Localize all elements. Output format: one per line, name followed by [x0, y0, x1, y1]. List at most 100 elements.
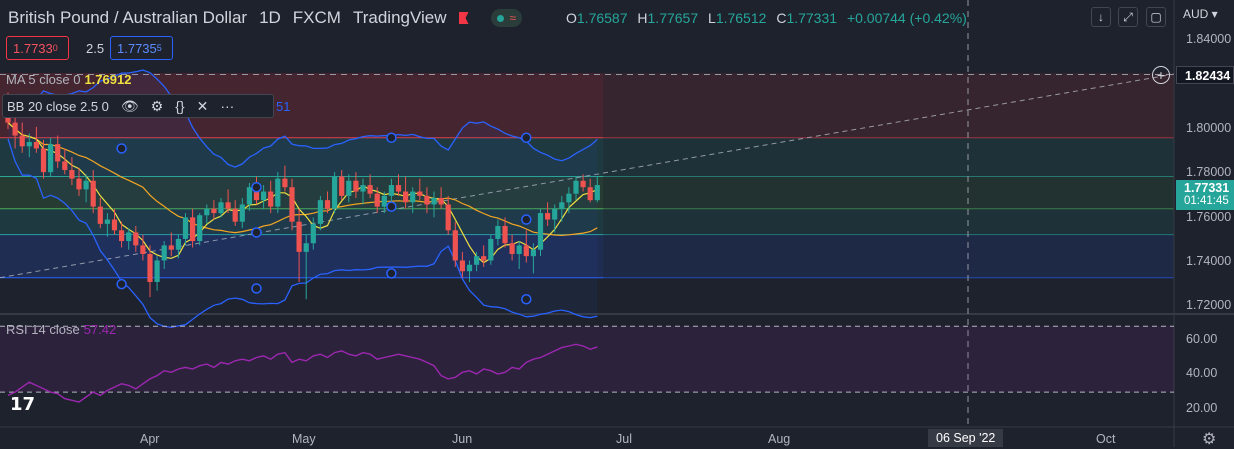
- bb-anchor-point: [251, 283, 262, 294]
- candle-body: [481, 256, 487, 261]
- rsi-band-fill: [0, 326, 1174, 393]
- bb-value: 51: [276, 99, 291, 114]
- bb-anchor-point: [386, 268, 397, 279]
- download-icon[interactable]: ↓: [1091, 7, 1111, 27]
- zone-band: [0, 208, 1174, 235]
- chart-header: British Pound / Australian Dollar 1D FXC…: [8, 8, 523, 28]
- zone-band: [0, 137, 1174, 177]
- time-tick: Jun: [452, 432, 473, 446]
- time-tick: Aug: [768, 432, 791, 446]
- time-tick: Jul: [616, 432, 632, 446]
- eye-icon[interactable]: 👁: [120, 97, 139, 114]
- candle-body: [239, 204, 245, 222]
- close-icon[interactable]: ✕: [196, 97, 209, 114]
- candle-body: [552, 208, 558, 220]
- candle-body: [388, 185, 394, 196]
- candle-body: [431, 198, 437, 205]
- candle-body: [545, 213, 551, 220]
- candle-body: [324, 200, 331, 209]
- candle-body: [381, 195, 387, 207]
- candle-body: [523, 245, 529, 257]
- candle-body: [303, 243, 309, 252]
- candle-body: [168, 245, 174, 250]
- high-value: 1.77657: [647, 10, 699, 26]
- candle-body: [104, 219, 110, 224]
- candle-body: [353, 180, 359, 192]
- candle-body: [594, 185, 600, 201]
- tradingview-logo-icon[interactable]: 𝟭𝟳: [10, 394, 36, 414]
- price-tick: 1.74000: [1186, 254, 1232, 268]
- ohlc-readout: O1.76587 H1.77657 L1.76512 C1.77331 +0.0…: [566, 10, 967, 26]
- bb-lower-line: [7, 138, 598, 329]
- platform-label: TradingView: [352, 8, 447, 27]
- buy-button[interactable]: 1.7735 5: [110, 36, 173, 60]
- candle-body: [310, 223, 316, 244]
- rsi-tick: 60.00: [1186, 332, 1218, 346]
- candle-body: [140, 245, 146, 254]
- candle-body: [161, 245, 167, 261]
- candle-body: [204, 208, 210, 216]
- rsi-legend[interactable]: RSI 14 close 57.42: [6, 322, 117, 337]
- candle-body: [48, 144, 54, 173]
- waves-icon: ≈: [509, 11, 517, 25]
- candle-body: [211, 208, 217, 214]
- market-status-badge[interactable]: ≈: [490, 9, 523, 27]
- candle-body: [474, 256, 480, 265]
- candle-body: [69, 170, 75, 179]
- more-icon[interactable]: ···: [220, 98, 235, 114]
- fullscreen-icon[interactable]: ⤢: [1118, 7, 1138, 27]
- last-price-tag: 1.77331 01:41:45: [1176, 180, 1234, 210]
- candle-body: [445, 204, 451, 231]
- candle-body: [488, 238, 494, 261]
- price-tick: 1.78000: [1186, 165, 1232, 179]
- candle-body: [566, 193, 572, 203]
- chart-settings-icon[interactable]: ⚙: [1202, 431, 1217, 448]
- trendline: [0, 73, 1175, 279]
- screenshot-icon[interactable]: ▢: [1146, 7, 1166, 27]
- ma-legend[interactable]: MA 5 close 0 1.76912: [6, 72, 132, 87]
- candle-body: [147, 254, 153, 282]
- symbol-name[interactable]: British Pound / Australian Dollar: [8, 8, 248, 27]
- candle-body: [332, 176, 338, 209]
- bb-basis-line: [7, 122, 598, 237]
- crosshair-price-tag: 1.82434: [1176, 66, 1234, 84]
- bb-anchor-point: [386, 201, 397, 212]
- candle-body: [97, 206, 103, 224]
- spread-value: 2.5: [86, 40, 105, 56]
- candle-body: [225, 202, 231, 209]
- interval-label[interactable]: 1D: [259, 8, 281, 27]
- source-code-icon[interactable]: {}: [175, 98, 185, 114]
- ma5-line: [7, 122, 598, 264]
- currency-selector[interactable]: AUD ▾: [1183, 7, 1218, 21]
- zone-band: [0, 234, 1174, 278]
- rsi-line: [7, 343, 598, 403]
- candle-body: [126, 232, 132, 242]
- candle-body: [559, 202, 565, 209]
- future-area: [603, 30, 1174, 310]
- rsi-tick: 40.00: [1186, 366, 1218, 380]
- candle-body: [40, 148, 47, 173]
- candle-body: [367, 185, 373, 194]
- bb-legend[interactable]: BB 20 close 2.5 0 👁 ⚙ {} ✕ ···: [2, 94, 274, 118]
- candle-body: [587, 187, 593, 201]
- change-value: +0.00744 (+0.42%): [846, 10, 967, 26]
- zone-band: [0, 176, 1174, 209]
- sell-button[interactable]: 1.7733 0: [6, 36, 69, 60]
- candle-body: [374, 193, 380, 207]
- candle-body: [190, 217, 196, 242]
- gear-icon[interactable]: ⚙: [150, 97, 164, 114]
- candle-body: [403, 191, 409, 203]
- candle-body: [83, 180, 89, 190]
- candle-body: [275, 178, 281, 207]
- add-alert-icon[interactable]: +: [1152, 66, 1170, 84]
- candle-body: [246, 187, 252, 205]
- candle-body: [218, 202, 224, 214]
- price-tick: 1.72000: [1186, 298, 1232, 312]
- candle-body: [424, 195, 430, 205]
- bb-anchor-point: [251, 181, 262, 193]
- candle-body: [395, 185, 402, 192]
- candle-body: [26, 142, 32, 147]
- flag-icon[interactable]: [458, 12, 469, 24]
- bb-anchor-point: [251, 227, 262, 238]
